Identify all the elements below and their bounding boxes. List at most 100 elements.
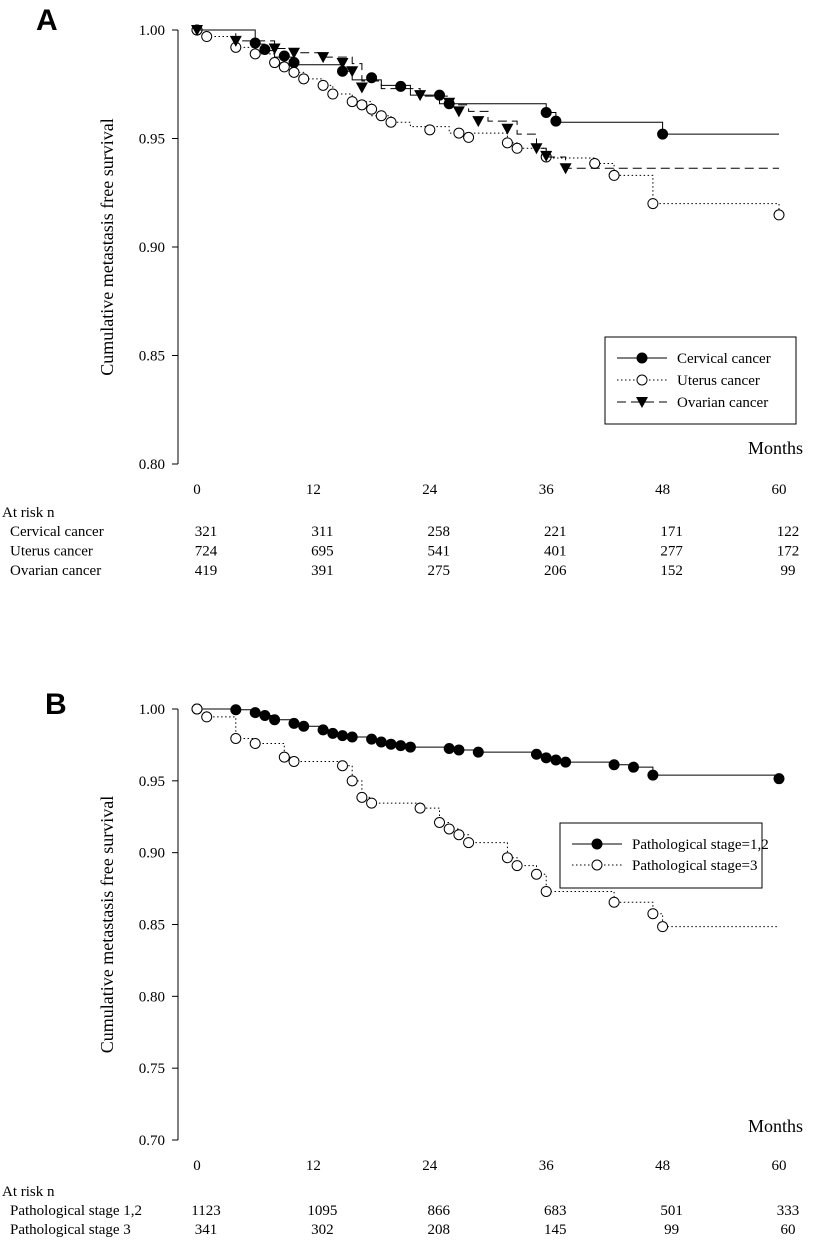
- pb-series-1-marker: [647, 908, 659, 920]
- pb-series-1-marker: [288, 755, 300, 767]
- pa-at-risk-value: 401: [544, 544, 567, 560]
- pa-legend-label-0: Cervical cancer: [677, 351, 771, 367]
- pb-y-axis-title: Cumulative metastasis free survival: [97, 796, 117, 1053]
- pa-series-2-marker: [540, 150, 553, 162]
- pb-at-risk-value: 60: [781, 1222, 796, 1238]
- pa-series-2-marker: [336, 57, 349, 69]
- pb-series-0-marker: [472, 746, 484, 758]
- pb-series-0-marker: [560, 756, 572, 768]
- pa-series-1-marker: [249, 48, 261, 60]
- pb-legend-label-1: Pathological stage=3: [632, 858, 758, 874]
- pa-series-2-marker: [501, 123, 514, 135]
- pb-series-0-marker: [608, 759, 620, 771]
- pb-x-tick-label: 12: [306, 1158, 321, 1174]
- pa-y-tick-label: 0.80: [139, 457, 165, 473]
- pb-at-risk-value: 501: [660, 1203, 683, 1219]
- panel-letter-b: B: [45, 688, 67, 721]
- pa-series-2-marker: [268, 43, 281, 55]
- pb-series-1-marker: [511, 860, 523, 872]
- pb-at-risk-value: 341: [195, 1222, 218, 1238]
- pb-at-risk-value: 1095: [307, 1203, 337, 1219]
- pa-at-risk-row-label: Ovarian cancer: [10, 563, 101, 579]
- pa-at-risk-value: 275: [428, 563, 451, 579]
- pa-series-2-marker: [559, 163, 572, 175]
- pa-at-risk-value: 122: [777, 524, 800, 540]
- pb-series-0-marker: [395, 740, 407, 752]
- pb-at-risk-value: 208: [428, 1222, 451, 1238]
- pb-y-tick-label: 0.75: [139, 1061, 165, 1077]
- pa-series-1-marker: [201, 31, 213, 43]
- pa-series-0-marker: [366, 72, 378, 84]
- pa-legend-marker-1: [636, 374, 648, 386]
- pa-series-1-marker: [453, 127, 465, 139]
- pa-at-risk-value: 391: [311, 563, 334, 579]
- pb-series-0-marker: [443, 743, 455, 755]
- pa-series-1-marker: [327, 88, 339, 100]
- pb-y-tick-label: 0.90: [139, 846, 165, 862]
- pa-series-1-marker: [511, 142, 523, 154]
- pa-legend-label-2: Ovarian cancer: [677, 395, 768, 411]
- pb-x-axis-title: Months: [748, 1116, 803, 1136]
- pa-series-1-marker: [385, 116, 397, 128]
- pb-at-risk-header: At risk n: [2, 1184, 55, 1200]
- pb-at-risk-value: 683: [544, 1203, 567, 1219]
- pa-legend-label-1: Uterus cancer: [677, 373, 760, 389]
- pa-series-1-marker: [608, 169, 620, 181]
- pb-at-risk-row-label: Pathological stage 3: [10, 1222, 131, 1238]
- pb-series-0-marker: [327, 727, 339, 739]
- pb-x-tick-label: 0: [193, 1158, 201, 1174]
- pa-series-1-marker: [298, 73, 310, 85]
- pa-at-risk-row-label: Cervical cancer: [10, 524, 104, 540]
- pb-series-0-marker: [288, 717, 300, 729]
- pa-at-risk-value: 321: [195, 524, 218, 540]
- pb-series-0-marker: [453, 744, 465, 756]
- pb-at-risk-value: 99: [664, 1222, 679, 1238]
- pa-series-2-marker: [346, 66, 359, 78]
- pa-series-2-marker: [452, 106, 465, 118]
- pb-series-0-line: [197, 708, 780, 779]
- pb-at-risk-value: 1123: [191, 1203, 220, 1219]
- pb-series-1-marker: [414, 802, 426, 814]
- pb-series-0-marker: [317, 724, 329, 736]
- pb-y-tick-label: 0.95: [139, 774, 165, 790]
- pb-series-0-marker: [628, 761, 639, 773]
- pa-series-1-marker: [356, 99, 368, 111]
- pa-series-0-marker: [550, 115, 562, 127]
- pa-series-1-marker: [463, 131, 475, 143]
- pb-series-0-marker: [269, 714, 281, 726]
- pa-series-1-marker: [269, 57, 281, 69]
- pb-series-1-line: [197, 708, 779, 928]
- pa-series-2-marker: [317, 52, 330, 64]
- pb-series-0-marker: [259, 709, 271, 721]
- pa-y-tick-label: 0.90: [139, 240, 165, 256]
- pa-x-tick-label: 48: [655, 482, 670, 498]
- pa-series-1-marker: [375, 110, 387, 122]
- pa-series-1-marker: [647, 198, 659, 210]
- pa-at-risk-value: 206: [544, 563, 567, 579]
- pa-at-risk-value: 152: [660, 563, 683, 579]
- pa-series-0-marker: [434, 89, 445, 101]
- pb-y-tick-label: 0.85: [139, 918, 165, 934]
- pa-series-2-marker: [288, 47, 300, 59]
- pb-legend-marker-0: [591, 838, 603, 850]
- pa-at-risk-value: 172: [777, 544, 800, 560]
- pa-series-2-marker: [414, 90, 427, 102]
- pa-series-2-marker: [229, 35, 242, 47]
- pb-x-tick-label: 36: [539, 1158, 555, 1174]
- pb-series-1-marker: [434, 816, 445, 828]
- pa-series-0-marker: [249, 37, 261, 49]
- pa-series-0-marker: [657, 128, 669, 140]
- pa-at-risk-header: At risk n: [2, 505, 55, 521]
- pa-at-risk-value: 258: [428, 524, 451, 540]
- panel-letter-a: A: [36, 4, 58, 37]
- pb-x-tick-label: 48: [655, 1158, 670, 1174]
- pb-series-1-marker: [540, 885, 552, 897]
- pb-series-1-marker: [249, 737, 261, 749]
- pa-at-risk-value: 277: [660, 544, 683, 560]
- pb-legend-box: [559, 822, 763, 889]
- pb-series-0-marker: [531, 748, 542, 760]
- pb-series-1-marker: [346, 775, 358, 787]
- pa-legend-marker-0: [636, 352, 648, 364]
- pb-series-0-marker: [346, 731, 358, 743]
